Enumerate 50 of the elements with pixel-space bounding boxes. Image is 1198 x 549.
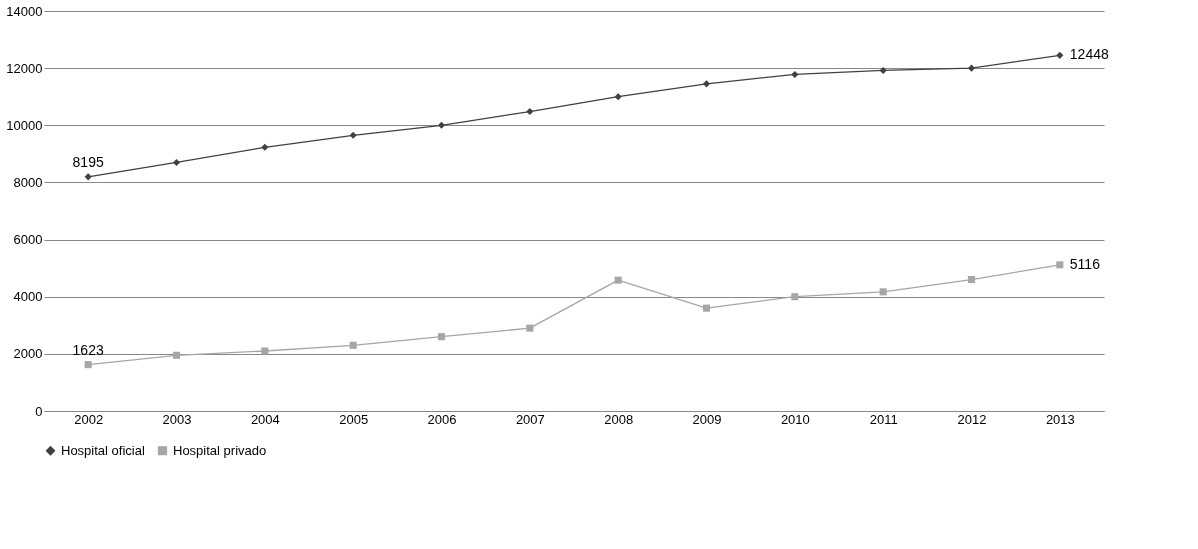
point <box>1056 261 1064 269</box>
x-tick-label: 2004 <box>250 411 280 427</box>
x-tick-label: 2005 <box>339 411 369 427</box>
point <box>349 341 357 349</box>
point <box>349 131 357 139</box>
point <box>526 324 534 332</box>
point <box>702 80 711 88</box>
point <box>261 347 269 355</box>
point <box>172 351 181 359</box>
point <box>84 173 92 181</box>
y-tick-label: 14000 <box>6 3 43 19</box>
x-tick-label: 2007 <box>515 411 545 427</box>
point <box>879 66 887 74</box>
x-tick-label: 2008 <box>604 411 634 427</box>
legend-label: Hospital oficial <box>61 442 145 458</box>
x-tick-label: 2002 <box>74 411 104 427</box>
x-tick-label: 2006 <box>427 411 457 427</box>
y-tick-label: 6000 <box>13 232 43 248</box>
x-tick-label: 2003 <box>162 411 192 427</box>
x-tick-label: 2009 <box>692 411 722 427</box>
point <box>702 304 711 312</box>
point <box>437 333 446 341</box>
data-label: 8195 <box>72 153 104 170</box>
point <box>1056 51 1064 59</box>
point <box>437 121 446 129</box>
y-tick-label: 8000 <box>13 174 43 190</box>
x-tick-label: 2011 <box>869 411 898 427</box>
point <box>791 70 799 78</box>
point <box>614 276 622 284</box>
point <box>526 108 534 116</box>
y-tick-label: 4000 <box>13 289 43 305</box>
y-tick-label: 0 <box>35 403 43 419</box>
data-label: 1623 <box>72 341 104 358</box>
x-tick-label: 2013 <box>1045 411 1075 427</box>
y-tick-label: 2000 <box>13 346 43 362</box>
point <box>967 276 976 284</box>
point <box>172 158 181 166</box>
point <box>614 93 622 101</box>
x-tick-label: 2012 <box>957 411 987 427</box>
y-tick-label: 12000 <box>6 60 43 76</box>
point <box>879 288 887 296</box>
legend-label: Hospital privado <box>173 442 267 458</box>
point <box>967 64 976 72</box>
point <box>791 293 799 301</box>
x-tick-label: 2010 <box>780 411 810 427</box>
point <box>84 361 92 369</box>
data-label: 5116 <box>1069 255 1101 272</box>
point <box>261 143 269 151</box>
data-label: 12448 <box>1069 46 1109 63</box>
y-tick-label: 10000 <box>6 117 43 133</box>
